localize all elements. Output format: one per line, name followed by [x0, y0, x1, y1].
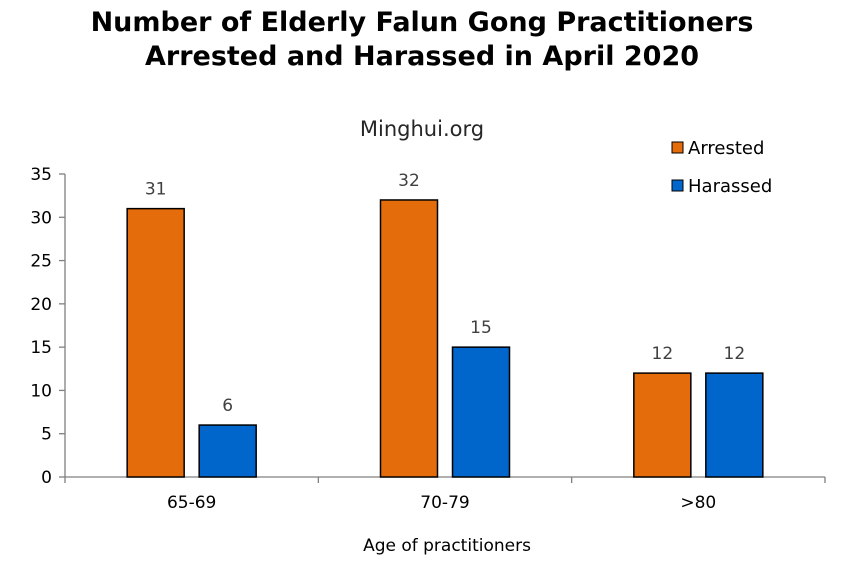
bar-harassed: [198, 424, 257, 478]
x-axis-label: Age of practitioners: [363, 536, 531, 556]
data-label: 32: [398, 171, 420, 191]
bar-harassed: [451, 346, 511, 478]
chart-title-line-2: Arrested and Harassed in April 2020: [144, 41, 700, 72]
data-label: 12: [724, 344, 746, 364]
y-tick-label: 5: [41, 425, 52, 445]
data-label: 31: [145, 180, 167, 200]
bar-arrested: [379, 199, 439, 478]
bar-arrested: [633, 372, 692, 478]
data-label: 6: [222, 396, 233, 416]
chart-title: Number of Elderly Falun Gong Practitione…: [0, 6, 844, 74]
legend-swatch-harassed: [671, 179, 684, 192]
bar-harassed: [705, 372, 764, 478]
legend-label-arrested: Arrested: [688, 138, 764, 159]
legend-label-harassed: Harassed: [688, 176, 772, 197]
chart-title-line-1: Number of Elderly Falun Gong Practitione…: [90, 7, 754, 38]
data-label: 15: [470, 318, 492, 338]
y-tick-label: 10: [30, 381, 52, 401]
data-label: 12: [652, 344, 674, 364]
y-tick-label: 25: [30, 252, 52, 272]
x-tick-label: 65-69: [167, 493, 216, 513]
chart-legend: Arrested Harassed: [671, 138, 772, 197]
chart-bars: [126, 199, 764, 478]
x-tick-label: >80: [680, 493, 716, 513]
chart-axes: 0 5 10 15 20 25 30 35 65-69 70-79 >80: [30, 165, 826, 513]
bar-arrested: [126, 207, 185, 478]
y-tick-label: 30: [30, 208, 52, 228]
chart-subtitle: Minghui.org: [360, 117, 484, 141]
y-tick-label: 15: [30, 338, 52, 358]
legend-swatch-arrested: [671, 141, 684, 154]
y-tick-label: 20: [30, 295, 52, 315]
x-tick-label: 70-79: [420, 493, 469, 513]
chart-data-labels: 31 32 12 6 15 12: [145, 171, 745, 416]
y-tick-label: 0: [41, 468, 52, 488]
y-tick-label: 35: [30, 165, 52, 185]
